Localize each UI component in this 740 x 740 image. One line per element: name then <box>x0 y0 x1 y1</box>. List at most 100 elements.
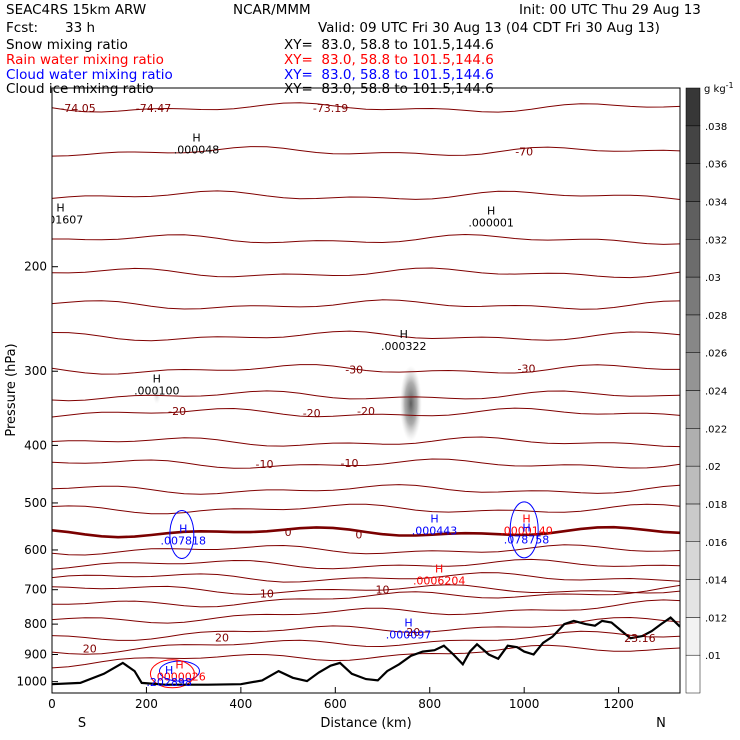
isotherm-line <box>52 458 680 469</box>
isotherm-line <box>52 503 680 515</box>
x-tick-label: 1000 <box>509 697 540 711</box>
maximum-marker: H <box>179 523 187 536</box>
y-tick-label: 300 <box>24 364 47 378</box>
field-rain-name: Rain water mixing ratio <box>6 52 164 68</box>
colorbar-segment <box>685 314 701 353</box>
maximum-marker: H <box>522 513 530 526</box>
colorbar-segment <box>685 465 701 505</box>
y-axis-label: Pressure (hPa) <box>4 343 19 436</box>
cloud-water-contour <box>509 501 539 559</box>
isotherm-label: -30 <box>345 364 363 377</box>
field-snow-xy: XY= 83.0, 58.8 to 101.5,144.6 <box>284 37 494 53</box>
maximum-value: .000322 <box>381 340 427 353</box>
isotherm-line <box>52 102 680 113</box>
isotherm-label: 20 <box>406 626 420 639</box>
field-rain-xy: XY= 83.0, 58.8 to 101.5,144.6 <box>284 52 494 68</box>
colorbar-segment <box>685 579 701 618</box>
y-tick-label: 900 <box>24 647 47 661</box>
colorbar-segment <box>685 239 701 278</box>
colorbar-tick-label: .01 <box>705 651 721 662</box>
snow-minor-blob <box>152 384 161 405</box>
colorbar-tick-label: .014 <box>705 576 727 587</box>
isotherm-line <box>52 644 680 669</box>
cloud-water-contour <box>169 509 195 559</box>
isotherm-line <box>52 584 680 608</box>
maximum-value: .0000026 <box>153 670 206 683</box>
isotherm-label: -10 <box>340 457 358 470</box>
maximum-value: .000048 <box>174 144 220 157</box>
isotherm-label: -74.47 <box>136 102 171 115</box>
colorbar-tick-label: .032 <box>705 235 727 246</box>
colorbar-units: g kg-1 <box>704 81 734 95</box>
field-cloudwater-xy: XY= 83.0, 58.8 to 101.5,144.6 <box>284 67 494 83</box>
x-tick-label: 800 <box>418 697 441 711</box>
field-cloudwater-name: Cloud water mixing ratio <box>6 67 173 83</box>
maximum-value: .000100 <box>134 384 180 397</box>
isotherm-line <box>52 544 680 556</box>
colorbar-tick-label: .03 <box>705 273 721 284</box>
isotherm-line <box>52 630 680 655</box>
maximum-value: .000443 <box>412 525 458 538</box>
isotherm-line <box>52 584 680 596</box>
snow-shading <box>152 365 422 442</box>
isotherm-label: -10 <box>255 458 273 471</box>
maximum-marker: H <box>165 664 173 677</box>
valid-time: Valid: 09 UTC Fri 30 Aug 13 (04 CDT Fri … <box>318 20 660 36</box>
colorbar-segment <box>685 654 701 694</box>
colorbar-tick-label: .016 <box>705 538 727 549</box>
isotherm-label: -30 <box>518 363 536 376</box>
moisture-contours <box>149 501 539 689</box>
cloud-water-contour <box>158 660 200 682</box>
colorbar: .01 .012 .014 .016 .018 .02 .022 .024 .026 .028 .0… <box>685 81 734 694</box>
isotherm-label: -73.19 <box>313 102 348 115</box>
colorbar-segment <box>685 390 701 429</box>
colorbar-tick-label: .02 <box>705 462 721 473</box>
maximum-value: .001607 <box>38 214 84 227</box>
colorbar-tick-label: .038 <box>705 122 727 133</box>
isotherm-lines <box>52 102 680 669</box>
terrain-line <box>52 616 680 686</box>
maximum-marker: H <box>430 513 438 526</box>
axes: 0 200 400 600 800 1000 12002003004005006007008… <box>16 260 633 711</box>
colorbar-segment <box>685 617 701 656</box>
north-endpoint-label: N <box>656 716 666 731</box>
y-tick-label: 800 <box>24 617 47 631</box>
y-tick-label: 400 <box>24 438 47 452</box>
colorbar-segment <box>685 503 701 542</box>
colorbar-segment <box>685 163 701 202</box>
colorbar-tick-label: .012 <box>705 613 727 624</box>
isotherm-line <box>52 364 680 375</box>
model-title: SEAC4RS 15km ARW <box>6 2 147 18</box>
isotherm-label: -20 <box>357 405 375 418</box>
colorbar-segment <box>685 87 701 127</box>
fcst-value: 33 h <box>65 20 96 36</box>
y-tick-label: 1000 <box>16 675 47 689</box>
field-snow-name: Snow mixing ratio <box>6 37 128 53</box>
maximum-marker: H <box>56 202 64 215</box>
isotherm-label: 20 <box>215 631 229 644</box>
colorbar-tick-label: .028 <box>705 311 727 322</box>
colorbar-segment <box>685 201 701 240</box>
isotherm-label: -20 <box>303 407 321 420</box>
maxima-labels: H.000048H.001607H.000001H.000322H.000100… <box>38 132 553 689</box>
colorbar-segment <box>685 125 701 164</box>
isotherm-line <box>52 267 680 279</box>
isotherm-line <box>52 390 680 402</box>
isotherm-line <box>52 436 680 448</box>
plot-frame <box>51 87 681 694</box>
isotherm-line <box>52 190 680 200</box>
isotherm-label: -20 <box>168 405 186 418</box>
field-cloudice-name: Cloud ice mixing ratio <box>6 81 154 97</box>
isotherm-label: -70 <box>515 146 533 159</box>
maximum-marker: H <box>522 521 530 534</box>
isotherm-line <box>52 558 680 570</box>
isotherm-line <box>52 233 680 245</box>
maximum-value: .0006204 <box>413 574 466 587</box>
maximum-value: .202898 <box>146 676 192 689</box>
colorbar-tick-label: .022 <box>705 424 727 435</box>
x-tick-label: 1200 <box>603 697 634 711</box>
isotherm-label: 0 <box>285 526 292 539</box>
snow-max-blob <box>399 365 422 442</box>
maximum-marker: H <box>404 616 412 629</box>
